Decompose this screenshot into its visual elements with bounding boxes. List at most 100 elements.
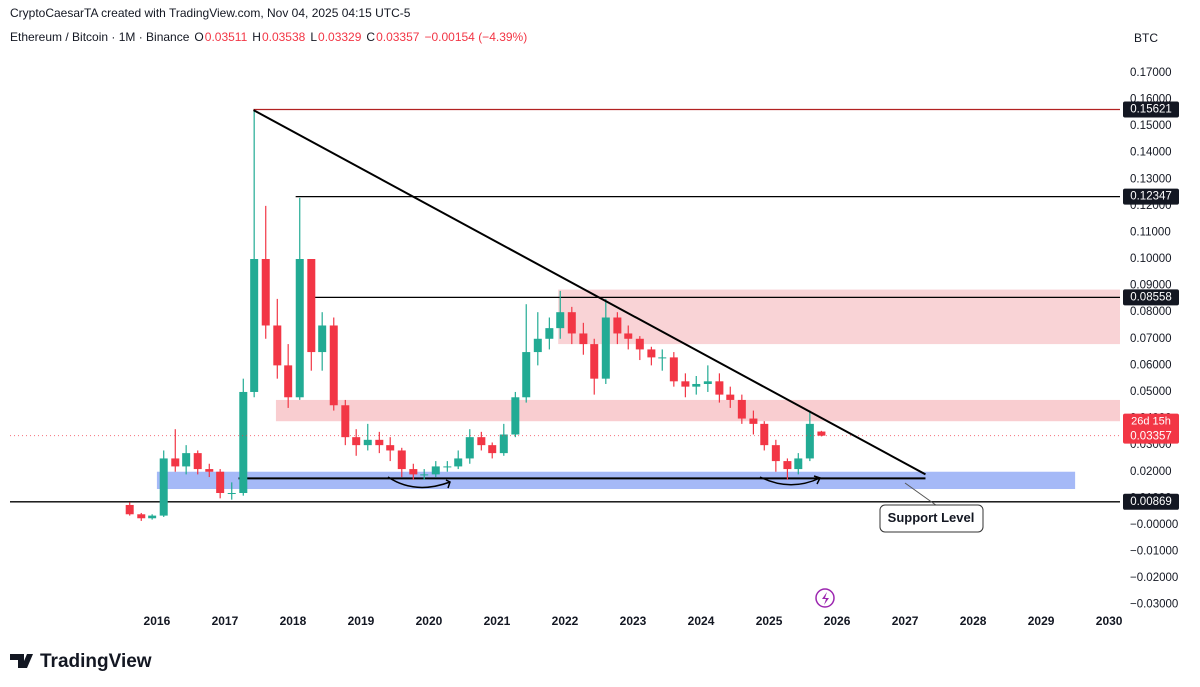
x-tick-label: 2020 bbox=[416, 614, 443, 628]
candle-body bbox=[375, 439, 384, 446]
last-price-box bbox=[1123, 413, 1179, 444]
symbol-info: Ethereum / Bitcoin · 1M · Binance bbox=[10, 30, 190, 44]
callout-box bbox=[879, 504, 984, 533]
candle-body bbox=[556, 312, 565, 329]
y-tick-label: 0.05000 bbox=[1130, 386, 1172, 398]
candle-body bbox=[216, 471, 225, 494]
candle-body bbox=[171, 458, 180, 467]
candle-body bbox=[295, 259, 304, 398]
candle-body bbox=[227, 493, 236, 495]
ohlc-letter: H bbox=[252, 30, 261, 44]
callout-pointer bbox=[904, 482, 941, 509]
countdown: 26d 15h bbox=[1131, 416, 1171, 428]
y-tick-label: −0.01000 bbox=[1130, 546, 1178, 558]
candle-body bbox=[409, 469, 418, 475]
x-tick-label: 2027 bbox=[892, 614, 919, 628]
x-tick-label: 2018 bbox=[280, 614, 307, 628]
level-label: 0.12347 bbox=[1130, 191, 1172, 203]
x-tick-label: 2017 bbox=[212, 614, 239, 628]
level-box bbox=[1123, 101, 1179, 118]
candle-body bbox=[148, 515, 157, 519]
x-tick-label: 2021 bbox=[484, 614, 511, 628]
ohlc-letter: O bbox=[194, 30, 203, 44]
candle-body bbox=[715, 381, 724, 395]
x-tick-label: 2025 bbox=[756, 614, 783, 628]
candle-body bbox=[545, 328, 554, 339]
zone bbox=[156, 471, 1076, 490]
candle-body bbox=[613, 317, 622, 334]
x-tick-label: 2022 bbox=[552, 614, 579, 628]
ohlc-letter: C bbox=[366, 30, 375, 44]
level-label: 0.15621 bbox=[1130, 104, 1172, 116]
symbol-info: 0.03511 bbox=[205, 30, 248, 44]
brand-logo bbox=[10, 654, 33, 668]
symbol-info: 0.03329 bbox=[318, 30, 362, 44]
level-box bbox=[1123, 188, 1179, 205]
candle-body bbox=[658, 357, 667, 359]
last-price-label: 0.03357 bbox=[1130, 431, 1172, 443]
candle-body bbox=[749, 418, 758, 424]
candle-body bbox=[273, 325, 282, 366]
curve-arrows bbox=[387, 475, 822, 489]
candle-body bbox=[397, 450, 406, 470]
candle-body bbox=[669, 357, 678, 382]
candle-body bbox=[341, 405, 350, 438]
candle-body bbox=[205, 469, 214, 472]
candle-body bbox=[726, 394, 735, 400]
y-tick-label: 0.10000 bbox=[1130, 253, 1172, 265]
x-tick-label: 2023 bbox=[620, 614, 647, 628]
ohlc-letter: L bbox=[310, 30, 317, 44]
y-tick-label: −0.00000 bbox=[1130, 519, 1178, 531]
candle-body bbox=[477, 437, 486, 446]
candle-body bbox=[431, 466, 440, 475]
y-tick-label: −0.02000 bbox=[1130, 572, 1178, 584]
credit: CryptoCaesarTA created with TradingView.… bbox=[10, 6, 411, 20]
candle-body bbox=[533, 338, 542, 353]
x-tick-label: 2016 bbox=[144, 614, 171, 628]
candle-body bbox=[352, 437, 361, 446]
candle-body bbox=[692, 383, 701, 387]
y-tick-label: 0.17000 bbox=[1130, 67, 1172, 79]
y-tick-label: 0.08000 bbox=[1130, 306, 1172, 318]
x-tick-label: 2028 bbox=[960, 614, 987, 628]
x-tick-label: 2024 bbox=[688, 614, 715, 628]
candle-body bbox=[159, 458, 168, 516]
level-box bbox=[1123, 289, 1179, 306]
candle-body bbox=[499, 434, 508, 454]
event-bolt bbox=[822, 592, 829, 605]
y-tick-label: 0.14000 bbox=[1130, 147, 1172, 159]
x-tick-label: 2026 bbox=[824, 614, 851, 628]
candle-body bbox=[250, 259, 259, 392]
candle-body bbox=[443, 466, 452, 468]
candle-body bbox=[647, 349, 656, 358]
candle-body bbox=[329, 325, 338, 406]
candle-body bbox=[601, 317, 610, 379]
candle-body bbox=[193, 453, 202, 470]
candle-body bbox=[420, 474, 429, 476]
candle-body bbox=[522, 352, 531, 398]
candle-body bbox=[318, 325, 327, 353]
candle-body bbox=[737, 399, 746, 419]
candle-body bbox=[511, 397, 520, 435]
support-label: Support Level bbox=[888, 510, 975, 525]
candle-body bbox=[805, 423, 814, 459]
currency: BTC bbox=[1134, 31, 1158, 45]
candle-body bbox=[239, 391, 248, 494]
candle-body bbox=[307, 259, 316, 353]
trendline bbox=[253, 109, 926, 476]
level-label: 0.08558 bbox=[1130, 291, 1172, 303]
candle-body bbox=[465, 437, 474, 459]
event-icon[interactable] bbox=[815, 588, 835, 608]
y-tick-label: 0.15000 bbox=[1130, 120, 1172, 132]
candle-body bbox=[635, 338, 644, 350]
brand: TradingView bbox=[40, 651, 152, 672]
y-tick-label: 0.13000 bbox=[1130, 173, 1172, 185]
candle-body bbox=[624, 333, 633, 339]
x-tick-label: 2029 bbox=[1028, 614, 1055, 628]
zone bbox=[558, 289, 1120, 345]
y-tick-label: −0.03000 bbox=[1130, 599, 1178, 611]
y-tick-label: 0.11000 bbox=[1130, 226, 1171, 238]
candle-body bbox=[794, 458, 803, 470]
candle-body bbox=[681, 381, 690, 387]
